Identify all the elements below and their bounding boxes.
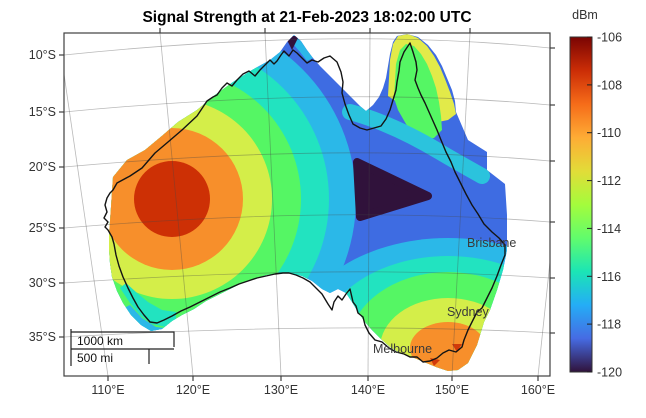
- city-label-melbourne: Melbourne: [373, 342, 432, 356]
- parallel-10s: [64, 38, 550, 56]
- cb-label-116: -116: [597, 270, 621, 284]
- city-label-sydney: Sydney: [447, 305, 489, 319]
- meridian-110e: [64, 71, 109, 376]
- y-axis-right-ticks: [550, 47, 555, 334]
- cb-label-114: -114: [597, 222, 621, 236]
- parallel-20s: [64, 152, 550, 168]
- lat-label-35s: 35°S: [29, 330, 56, 344]
- band-sw-teal-fringe: [120, 283, 176, 327]
- scale-ruler-km-line: [71, 331, 175, 347]
- city-label-brisbane: Brisbane: [467, 236, 516, 250]
- australia-coastline: [103, 42, 506, 363]
- band-minimum-dark-triangle: [353, 158, 432, 221]
- meridian-130e: [264, 33, 282, 376]
- cb-label-106: -106: [597, 31, 622, 45]
- cb-label-118: -118: [597, 318, 621, 332]
- lat-label-10s: 10°S: [29, 48, 56, 62]
- colorbar-ticks: [587, 36, 592, 373]
- meridian-160e: [537, 257, 550, 376]
- band-gulf-cyan: [342, 104, 490, 184]
- plot-frame: [63, 32, 551, 377]
- y-axis-labels: 10°S 15°S 20°S 25°S 30°S 35°S: [29, 48, 56, 344]
- meridian-150e: [451, 33, 471, 376]
- meridian-120e: [159, 33, 194, 376]
- cb-label-110: -110: [597, 126, 621, 140]
- colorbar-title: dBm: [572, 8, 598, 22]
- lon-label-140e: 140°E: [351, 383, 385, 397]
- colorbar-labels: -106 -108 -110 -112 -114 -116 -118 -120: [597, 31, 622, 380]
- scale-ruler: 1000 km 500 mi: [70, 329, 175, 366]
- scale-km-label: 1000 km: [77, 334, 123, 348]
- band-capeyork-green: [394, 44, 442, 140]
- scale-mi-label: 500 mi: [77, 351, 113, 365]
- lat-label-20s: 20°S: [29, 160, 56, 174]
- lon-label-120e: 120°E: [176, 383, 210, 397]
- x-axis-bottom-ticks: [107, 376, 539, 381]
- y-axis-left-ticks: [59, 54, 64, 338]
- chart-title: Signal Strength at 21-Feb-2023 18:02:00 …: [142, 9, 471, 26]
- lon-label-150e: 150°E: [435, 383, 469, 397]
- parallel-30s: [64, 271, 550, 284]
- band-se-red-speck-1: [452, 344, 462, 352]
- lon-label-110e: 110°E: [91, 383, 124, 397]
- band-west-red-core: [134, 161, 210, 237]
- parallel-35s: [64, 327, 550, 338]
- graticule: [64, 33, 550, 376]
- cb-label-108: -108: [597, 78, 622, 92]
- colorbar: dBm -106 -108 -110 -112 -114 -116 -118 -…: [569, 8, 622, 380]
- colorbar-bar: [569, 36, 593, 373]
- coastline: [103, 42, 506, 363]
- meridian-140e: [367, 33, 371, 376]
- cb-label-120: -120: [597, 366, 622, 380]
- lon-label-160e: 160°E: [521, 383, 555, 397]
- x-axis-top-ticks: [159, 28, 471, 33]
- lat-label-30s: 30°S: [29, 276, 56, 290]
- city-labels: Brisbane Sydney Melbourne: [373, 236, 516, 356]
- cb-label-112: -112: [597, 174, 621, 188]
- contour-field: [109, 34, 507, 371]
- lat-label-25s: 25°S: [29, 221, 56, 235]
- lon-label-130e: 130°E: [264, 383, 298, 397]
- axis-ticks: [59, 28, 555, 381]
- parallel-25s: [64, 214, 550, 229]
- lat-label-15s: 15°S: [29, 105, 56, 119]
- parallel-15s: [64, 96, 550, 113]
- x-axis-labels: 110°E 120°E 130°E 140°E 150°E 160°E: [91, 383, 555, 397]
